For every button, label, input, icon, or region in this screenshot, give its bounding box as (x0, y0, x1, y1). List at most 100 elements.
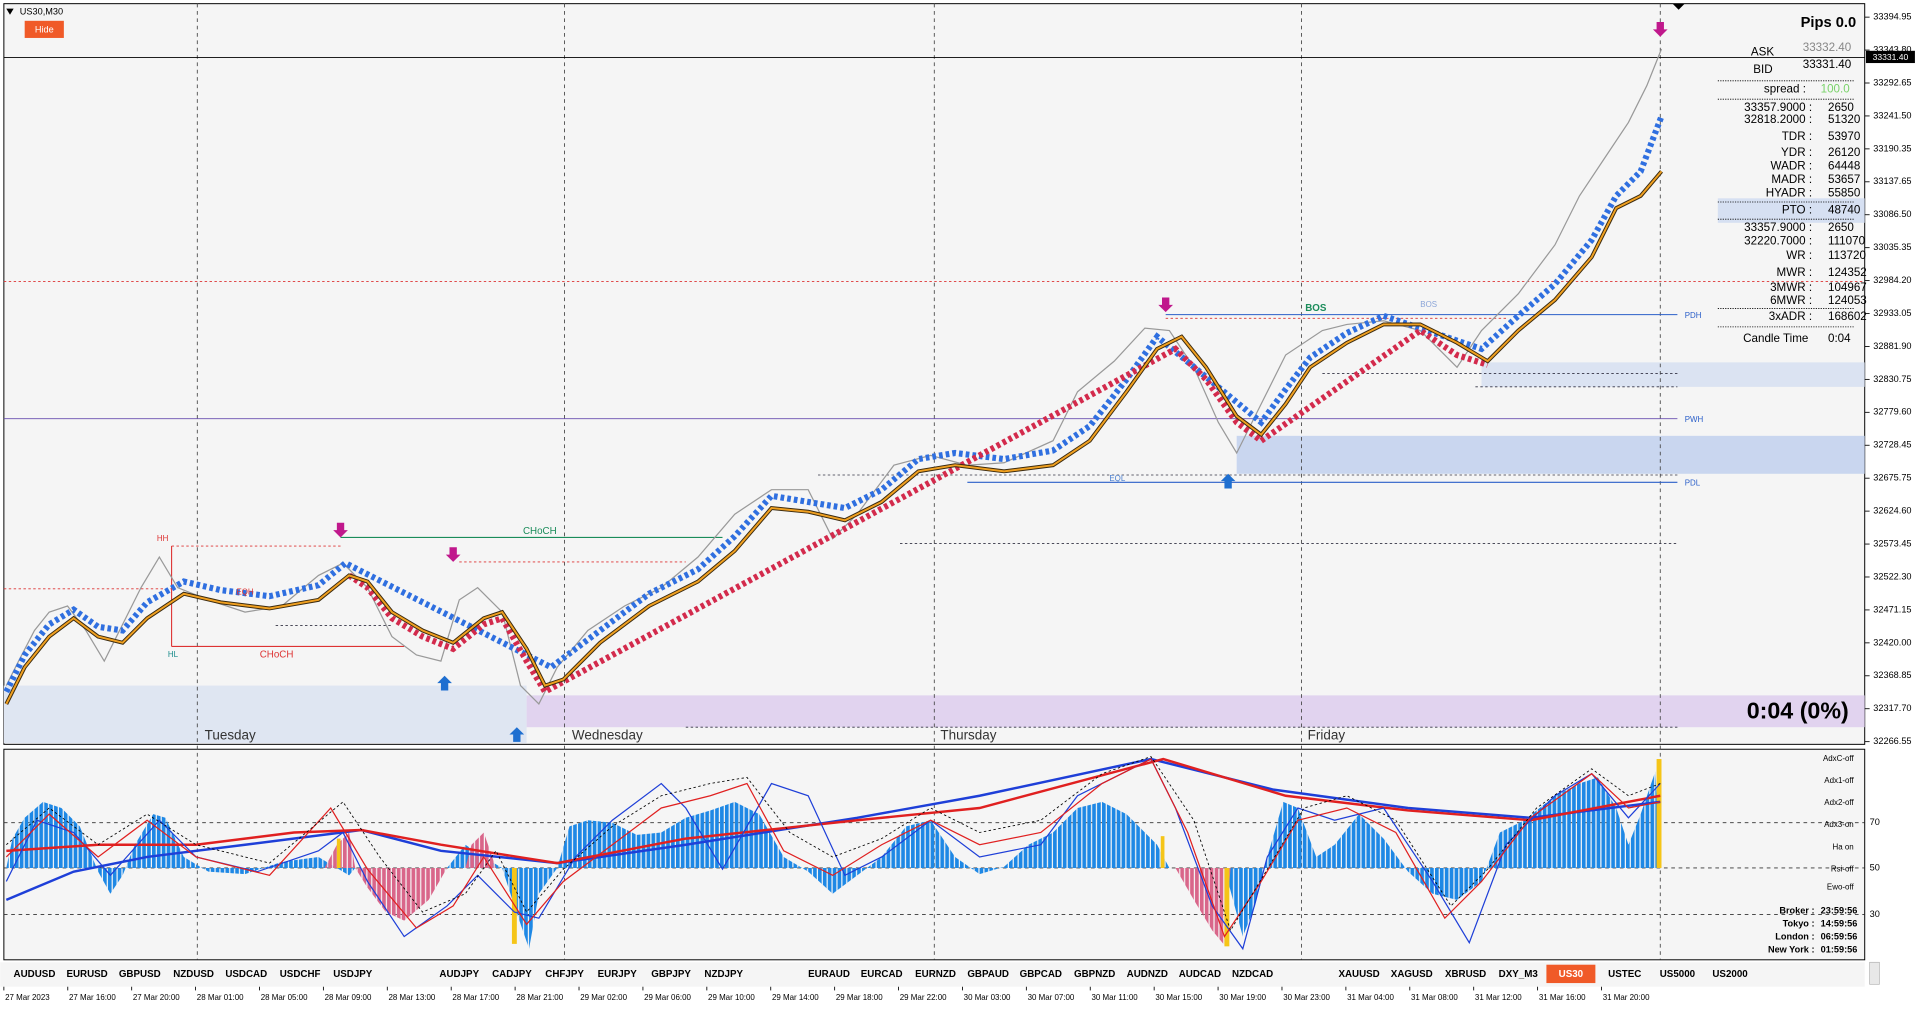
info-value: 2650 (1828, 101, 1854, 114)
info-value: 53657 (1828, 173, 1860, 186)
symbol-button[interactable]: XBRUSD (1445, 969, 1486, 980)
info-rows: 33357.9000 : 2650 32818.2000 : 51320 TDR : 53… (1743, 101, 1867, 345)
symbol-button[interactable]: USDJPY (333, 969, 373, 980)
symbol-button[interactable]: DXY_M3 (1499, 969, 1539, 980)
symbol-button[interactable]: EURUSD (66, 969, 107, 980)
annotation: CHoCH (523, 526, 557, 537)
time-label: 30 Mar 03:00 (964, 993, 1011, 1002)
info-label: PTO : (1782, 204, 1812, 217)
symbol-button[interactable]: EURNZD (915, 969, 956, 980)
session-label: New York : (1768, 945, 1815, 955)
symbol-button[interactable]: US2000 (1712, 969, 1748, 980)
price-label: 33137.65 (1873, 176, 1911, 186)
info-label: 33357.9000 : (1744, 101, 1812, 114)
time-label: 28 Mar 09:00 (325, 993, 372, 1002)
time-label: 29 Mar 14:00 (772, 993, 819, 1002)
shift-marker (1672, 3, 1685, 10)
time-label: 28 Mar 17:00 (452, 993, 499, 1002)
candle-timer: 0:04 (0%) (1747, 698, 1849, 724)
symbol-button[interactable]: GBPJPY (651, 969, 691, 980)
symbol-button[interactable]: NZDUSD (173, 969, 214, 980)
indicator-option[interactable]: Adx1-off (1824, 776, 1854, 785)
time-label: 31 Mar 12:00 (1475, 993, 1522, 1002)
indicator-axis: 70 50 30 (1870, 817, 1880, 919)
pips: Pips 0.0 (1801, 15, 1857, 31)
symbol-button[interactable]: EURAUD (808, 969, 850, 980)
session-time: 23:59:56 (1821, 905, 1858, 915)
menu-triangle (6, 8, 14, 15)
price-label: 32675.75 (1873, 473, 1911, 483)
price-label: 32624.60 (1873, 506, 1911, 516)
ask-label: ASK (1751, 46, 1775, 59)
price-label: 33241.50 (1873, 110, 1911, 120)
indicator-option[interactable]: Rsi-off (1831, 864, 1855, 873)
time-label: 28 Mar 21:00 (516, 993, 563, 1002)
symbols: AUDUSD EURUSD GBPUSD NZDUSD USDCAD USDCHF USDJ… (14, 964, 1748, 984)
info-label: 3xADR : (1769, 310, 1812, 323)
bid: 33331.40 (1803, 58, 1852, 71)
indicator-option[interactable]: Adx2-off (1824, 798, 1854, 807)
symbol-button[interactable]: XAUUSD (1338, 969, 1379, 980)
symbol-button[interactable]: US5000 (1660, 969, 1696, 980)
zones (3, 198, 1865, 744)
indicator-option[interactable]: Adx3-on (1824, 820, 1854, 829)
window-title: US30,M30 (20, 7, 63, 17)
ask: 33332.40 (1803, 41, 1852, 54)
info-value: 64448 (1828, 160, 1860, 173)
symbol-button[interactable]: CADJPY (492, 969, 532, 980)
symbol-button[interactable]: EURJPY (598, 969, 638, 980)
symbol-button[interactable]: GBPUSD (119, 969, 161, 980)
symbol-button[interactable]: CHFJPY (545, 969, 584, 980)
info-label: MADR : (1771, 173, 1812, 186)
symbol-button[interactable]: USDCAD (225, 969, 267, 980)
time-label: 31 Mar 16:00 (1539, 993, 1586, 1002)
symbol-button[interactable]: XAGUSD (1391, 969, 1433, 980)
time-label: 31 Mar 08:00 (1411, 993, 1458, 1002)
symbol-button[interactable]: EURCAD (861, 969, 903, 980)
price-label: 32266.55 (1873, 736, 1911, 746)
spread-label: spread : (1764, 82, 1806, 95)
symbol-button[interactable]: USTEC (1608, 969, 1641, 980)
indicator-axis-label: 50 (1870, 862, 1880, 872)
info-label: HYADR : (1766, 187, 1812, 200)
indicator-option[interactable]: AdxC-off (1823, 754, 1855, 763)
current-price-box (1865, 50, 1915, 64)
time-label: 28 Mar 05:00 (261, 993, 308, 1002)
price-axis: 33394.95 33343.80 33292.65 33241.50 33190.35… (1864, 12, 1912, 746)
symbol-button[interactable]: AUDJPY (439, 969, 479, 980)
symbol-button[interactable]: NZDCAD (1232, 969, 1273, 980)
indicator-option[interactable]: Ewo-off (1827, 883, 1855, 892)
level-label: PWH (1685, 415, 1704, 424)
indicator-option[interactable]: Ha on (1833, 842, 1854, 851)
indicator-axis-label: 70 (1870, 817, 1880, 827)
info-value: 104967 (1828, 281, 1867, 294)
symbol-button[interactable]: GBPAUD (967, 969, 1009, 980)
price-label: 32368.85 (1873, 670, 1911, 680)
info-label: WR : (1786, 249, 1812, 262)
bid-label: BID (1753, 63, 1772, 76)
symbol-button[interactable]: US30 (1559, 969, 1584, 980)
symbol-button[interactable]: AUDUSD (14, 969, 56, 980)
spread: 100.0 (1821, 82, 1851, 95)
symbol-button[interactable]: GBPNZD (1074, 969, 1115, 980)
info-value: 53970 (1828, 130, 1861, 143)
level-lines (3, 57, 1865, 728)
symbol-button[interactable]: AUDCAD (1179, 969, 1221, 980)
hide-button-label[interactable]: Hide (35, 24, 54, 34)
active-symbol-bg (1546, 964, 1596, 984)
info-label: 6MWR : (1770, 294, 1812, 307)
time-label: 30 Mar 23:00 (1283, 993, 1330, 1002)
session-time: 01:59:56 (1821, 945, 1858, 955)
info-value: 55850 (1828, 187, 1861, 200)
symbol-button[interactable]: USDCHF (280, 969, 321, 980)
symbol-button[interactable]: GBPCAD (1020, 969, 1062, 980)
symbol-button[interactable]: AUDNZD (1127, 969, 1168, 980)
time-label: 30 Mar 19:00 (1219, 993, 1266, 1002)
symbol-button[interactable]: NZDJPY (704, 969, 743, 980)
time-label: 31 Mar 04:00 (1347, 993, 1394, 1002)
annotation: EQH (236, 588, 253, 597)
info-value: 111070 (1828, 234, 1866, 247)
hide-button[interactable] (24, 20, 64, 38)
info-label: Candle Time (1743, 332, 1808, 345)
